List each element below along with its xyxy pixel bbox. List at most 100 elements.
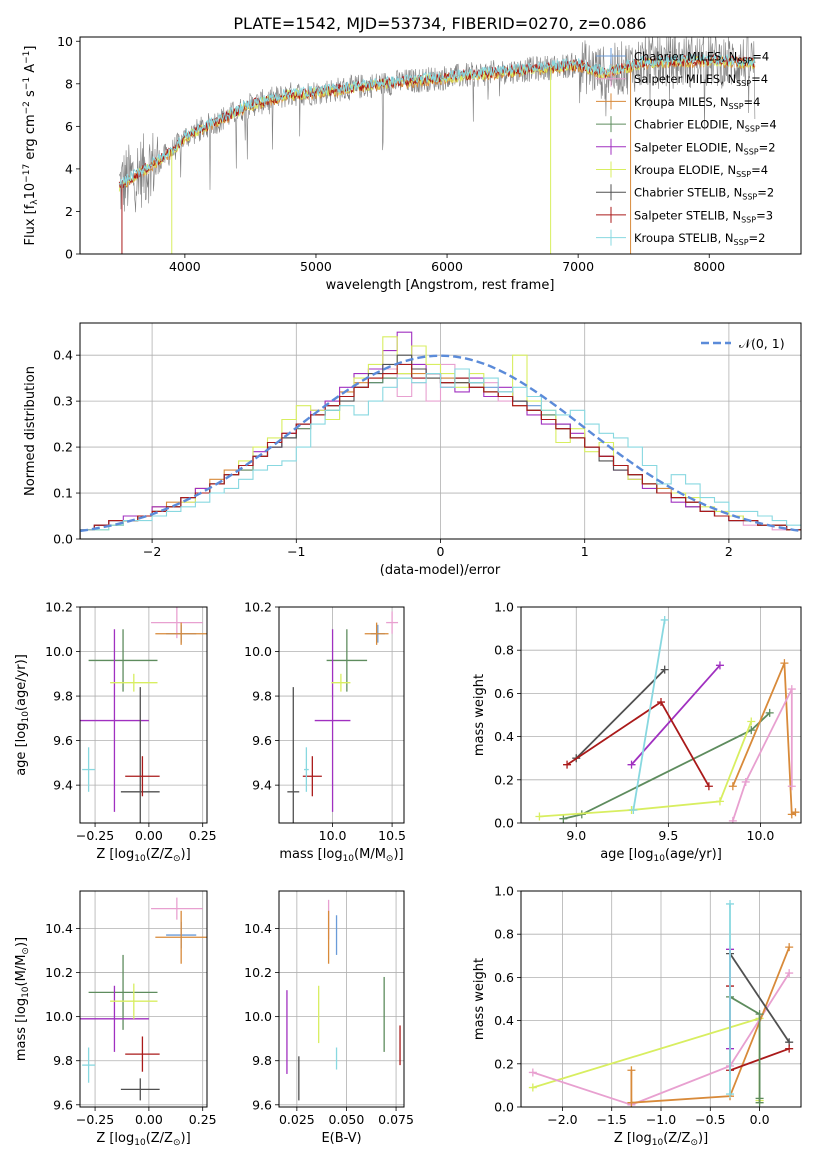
- y-tick-label: 10.0: [244, 1009, 272, 1024]
- label-part: s: [23, 90, 38, 101]
- histogram-series: [80, 368, 801, 539]
- y-tick-label: 0.6: [494, 686, 514, 701]
- legend-label: Kroupa STELIB, NSSP=2: [634, 231, 765, 247]
- label-part: =4: [744, 95, 761, 109]
- x-axis-label: Z [log10(Z/Z⊙)]: [614, 1131, 708, 1148]
- plot-area: [535, 615, 800, 823]
- y-tick-label: 2: [65, 204, 73, 219]
- label-part: −2: [22, 101, 32, 114]
- label-part: SSP: [744, 147, 759, 156]
- label-part: mass [log: [14, 998, 29, 1061]
- weight-marker: [785, 1044, 794, 1053]
- x-tick-label: 0.025: [279, 1112, 315, 1127]
- y-tick-label: 10.0: [45, 1009, 73, 1024]
- label-part: λ: [30, 199, 40, 205]
- label-part: )]: [181, 847, 191, 862]
- y-axis-label: Flux [fλ10−17 erg cm−2 s−1 A−1]: [22, 46, 40, 246]
- legend: 𝒩(0, 1): [701, 336, 785, 351]
- y-axis-label: mass [log10(M/M⊙)]: [14, 937, 31, 1061]
- x-tick-label: −0.5: [695, 1112, 725, 1127]
- spectrum-panel: 4000 5000 6000 7000 8000 0 2 4 6 8 10 Chabrier MILE…: [22, 34, 802, 293]
- label-part: 10: [653, 854, 665, 864]
- x-tick-label: 5000: [300, 259, 332, 274]
- x-tick-label: 0.0: [750, 1112, 770, 1127]
- x-tick-label: 9.0: [566, 828, 586, 843]
- label-part: 10: [134, 854, 146, 864]
- weight-marker: [728, 816, 737, 823]
- weight-marker: [528, 1068, 537, 1077]
- y-tick-label: 10.0: [244, 644, 272, 659]
- y-tick-label: 10.2: [244, 600, 272, 615]
- label-part: =4: [752, 50, 769, 64]
- x-tick-label: −1.0: [646, 1112, 676, 1127]
- y-axis-label: mass weight: [472, 958, 487, 1040]
- weight-marker: [747, 717, 756, 726]
- weight-series-line: [632, 619, 666, 811]
- legend-label: Kroupa MILES, NSSP=4: [634, 95, 760, 111]
- label-part: A: [23, 64, 38, 77]
- y-tick-label: 6: [65, 119, 73, 134]
- y-tick-label: 1.0: [494, 600, 514, 615]
- plot-area: [286, 899, 401, 1101]
- label-part: ⊙: [173, 1138, 181, 1148]
- y-tick-label: 1.0: [494, 884, 514, 899]
- x-axis-label: Z [log10(Z/Z⊙)]: [96, 1131, 190, 1148]
- weight-marker: [528, 1083, 537, 1092]
- label-part: =2: [759, 140, 776, 154]
- label-part: Salpeter ELODIE, N: [634, 140, 744, 154]
- x-tick-label: −0.25: [76, 1112, 114, 1127]
- axes-frame: [278, 890, 405, 1108]
- weight-marker: [627, 760, 636, 769]
- label-part: (M/M: [354, 847, 386, 862]
- label-part: Kroupa STELIB, N: [634, 231, 734, 245]
- legend-label: Salpeter ELODIE, NSSP=2: [634, 140, 776, 156]
- x-tick-label: 0.25: [189, 1112, 217, 1127]
- label-part: (age/yr)]: [14, 654, 29, 711]
- label-part: Salpeter MILES, N: [634, 72, 736, 86]
- axes-frame: [79, 890, 208, 1108]
- label-part: age [log: [600, 847, 653, 862]
- y-tick-label: 9.8: [53, 1053, 73, 1068]
- label-part: ⊙: [173, 854, 181, 864]
- label-part: =2: [749, 231, 766, 245]
- x-axis-label: age [log10(age/yr)]: [600, 847, 722, 864]
- legend-label: Salpeter STELIB, NSSP=3: [634, 208, 773, 224]
- x-tick-label: −1: [287, 544, 305, 559]
- weight-marker: [559, 814, 568, 823]
- y-tick-label: 9.8: [53, 689, 73, 704]
- label-part: (Z/Z: [146, 1131, 173, 1146]
- y-tick-label: 0.8: [494, 927, 514, 942]
- x-tick-label: −1.5: [597, 1112, 627, 1127]
- legend-label: Chabrier STELIB, NSSP=2: [634, 186, 774, 202]
- residual-histogram-panel: −2 −1 0 1 2 0.0 0.1 0.2 0.3 0.4 𝒩(0, 1) (data-model…: [23, 322, 802, 578]
- y-tick-label: 9.8: [252, 1053, 272, 1068]
- x-tick-label: 0: [437, 544, 445, 559]
- label-part: SSP: [741, 215, 756, 224]
- label-part: (Z/Z: [663, 1131, 690, 1146]
- weight-marker: [627, 1066, 636, 1075]
- y-axis-label: mass weight: [472, 674, 487, 756]
- label-part: SSP: [745, 125, 760, 134]
- weight-marker: [726, 899, 735, 908]
- weight-marker: [765, 708, 774, 717]
- legend-label: Chabrier ELODIE, NSSP=4: [634, 118, 777, 134]
- label-part: ⊙: [386, 854, 394, 864]
- legend-label: Kroupa ELODIE, NSSP=4: [634, 163, 768, 179]
- label-part: SSP: [736, 170, 751, 179]
- label-part: Z [log: [96, 1131, 134, 1146]
- y-tick-label: 4: [65, 161, 73, 176]
- weight-marker: [728, 782, 737, 791]
- weight-vs-age-panel: 9.0 9.5 10.0 0.0 0.2 0.4 0.6 0.8 1.0 age [log10(a…: [472, 600, 802, 864]
- label-part: (Z/Z: [146, 847, 173, 862]
- weight-marker: [785, 943, 794, 952]
- y-tick-label: 9.6: [252, 733, 272, 748]
- normal-curve: [80, 354, 801, 533]
- label-part: Z [log: [614, 1131, 652, 1146]
- label-part: 10: [134, 1138, 146, 1148]
- label-part: =4: [751, 72, 768, 86]
- y-tick-label: 0.2: [53, 440, 73, 455]
- weight-marker: [787, 782, 796, 791]
- label-part: Kroupa MILES, N: [634, 95, 729, 109]
- weight-marker: [726, 1090, 735, 1099]
- y-tick-label: 0.0: [494, 816, 514, 831]
